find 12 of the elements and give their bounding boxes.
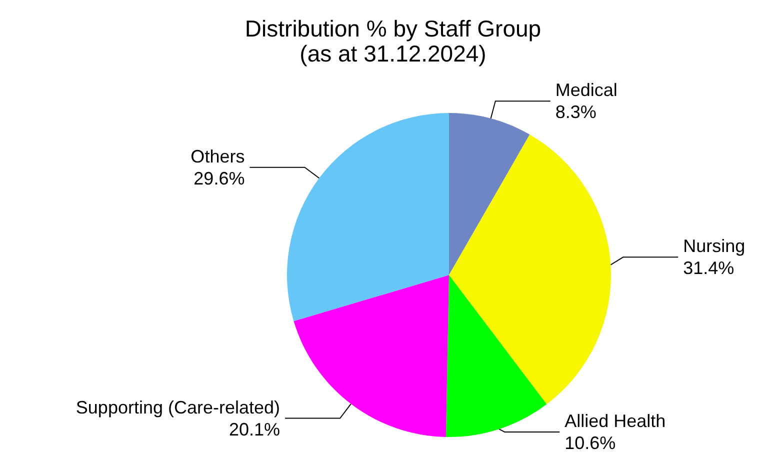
slice-label: Nursing (683, 236, 746, 256)
data-label: 10.6% (564, 433, 616, 453)
chart-title: Distribution % by Staff Group (244, 16, 542, 42)
chart-subtitle: (as at 31.12.2024) (300, 40, 486, 66)
slice-label: Medical (555, 80, 618, 100)
slice-label: Others (190, 146, 245, 166)
slice-label: Allied Health (564, 411, 666, 431)
data-label: 20.1% (228, 419, 280, 440)
slice-label: Supporting (Care-related) (76, 397, 280, 418)
data-label: 31.4% (683, 258, 734, 278)
data-label: 29.6% (194, 168, 245, 188)
data-label: 8.3% (555, 102, 596, 122)
